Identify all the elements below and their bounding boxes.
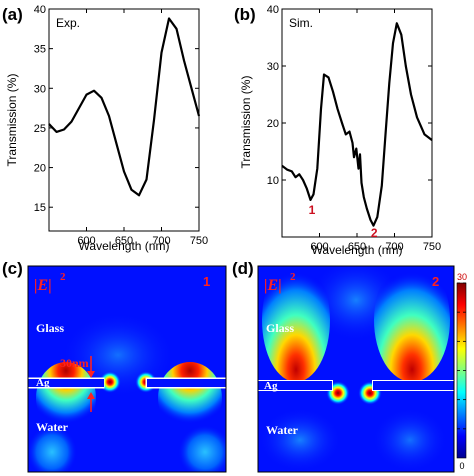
panel-a-tag: Exp. xyxy=(56,16,80,30)
panel-c-glass-label: Glass xyxy=(36,321,64,335)
panel-c-letter: (c) xyxy=(2,259,23,278)
panel-b-letter: (b) xyxy=(234,5,256,24)
panel-d-index: 2 xyxy=(432,274,439,289)
panel-b-xtick-label: 750 xyxy=(423,241,441,253)
panel-c-heatmap xyxy=(28,266,226,472)
panel-b-ytick-label: 20 xyxy=(267,118,279,130)
panel-a-ytick-label: 35 xyxy=(34,44,46,56)
panel-c-scale-marker xyxy=(87,356,95,412)
panel-b-xtick-label: 650 xyxy=(348,241,366,253)
panel-b-chart: (b) Sim. 600 650 700 750 10 20 30 40 1 2 Wavelen… xyxy=(234,4,441,257)
panel-d-field-sup: 2 xyxy=(290,271,296,283)
panel-d-heatmap xyxy=(258,266,454,472)
panel-c-field-sup: 2 xyxy=(60,271,66,283)
panel-d-ag-label: Ag xyxy=(264,380,278,392)
panel-a-ylabel: Transmission (%) xyxy=(5,74,19,167)
panel-b-tag: Sim. xyxy=(289,16,313,30)
panel-b-ytick-label: 10 xyxy=(267,175,279,187)
colorbar: 30 0 xyxy=(456,272,467,471)
panel-b-ylabel: Transmission (%) xyxy=(239,76,253,169)
panel-c-field-map: (c) |E| 2 1 Glass Ag Water 30nm xyxy=(2,259,227,473)
panel-d-field-label: |E| xyxy=(264,277,282,294)
panel-c-field-label: |E| xyxy=(34,277,52,294)
panel-c-index: 1 xyxy=(203,274,210,289)
panel-a-ytick-label: 20 xyxy=(34,163,46,175)
panel-a-ytick-label: 15 xyxy=(34,202,46,214)
panel-a-xlabel: Wavelength (nm) xyxy=(79,239,170,253)
panel-a-xtick-label: 750 xyxy=(190,235,208,247)
colorbar-max-label: 30 xyxy=(457,272,467,282)
panel-a-xtick-label: 700 xyxy=(152,235,170,247)
panel-b-xtick-label: 600 xyxy=(310,241,328,253)
panel-a-ytick-label: 25 xyxy=(34,123,46,135)
panel-b-annotation: 1 xyxy=(309,203,316,217)
panel-b-ytick-label: 30 xyxy=(267,61,279,73)
panel-c-water-label: Water xyxy=(36,420,69,434)
panel-a-chart: (a) Exp. 600 650 700 750 15 20 25 30 35 40 Wavele… xyxy=(2,4,208,253)
panel-d-field-map: (d) |E| 2 2 Glass Ag Water xyxy=(232,259,455,473)
panel-a-xtick-label: 600 xyxy=(77,235,95,247)
panel-a-ytick-label: 40 xyxy=(34,4,46,16)
panel-d-water-label: Water xyxy=(266,423,299,437)
panel-a-ytick-label: 30 xyxy=(34,83,46,95)
panel-d-glass-label: Glass xyxy=(266,321,294,335)
panel-b-ytick-label: 40 xyxy=(267,4,279,16)
panel-a-series-line xyxy=(48,17,201,197)
panel-b-xlabel: Wavelength (nm) xyxy=(312,243,403,257)
panel-b-xtick-label: 700 xyxy=(385,241,403,253)
colorbar-min-label: 0 xyxy=(459,461,464,471)
panel-b-axes-box xyxy=(281,8,433,238)
panel-b-series-line xyxy=(281,22,433,227)
panel-d-letter: (d) xyxy=(232,259,254,278)
panel-a-xtick-label: 650 xyxy=(115,235,133,247)
panel-a-letter: (a) xyxy=(2,5,23,24)
panel-c-scale-label: 30nm xyxy=(60,356,89,370)
panel-b-annotation: 2 xyxy=(371,226,378,240)
panel-c-ag-label: Ag xyxy=(36,377,50,389)
